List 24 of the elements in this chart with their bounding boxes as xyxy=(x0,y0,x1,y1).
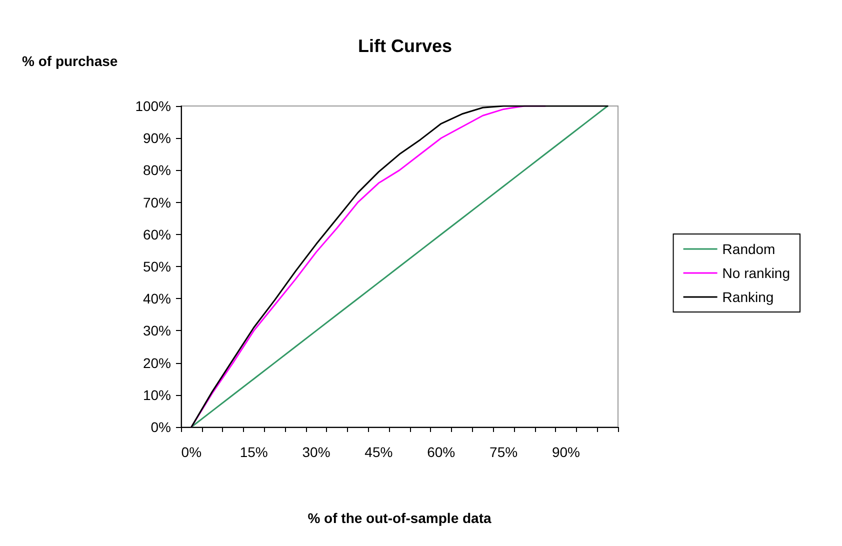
y-axis-title: % of purchase xyxy=(22,53,118,69)
y-tick-label: 20% xyxy=(142,354,171,371)
legend-label: No ranking xyxy=(722,265,790,281)
x-tick-label: 75% xyxy=(490,444,518,460)
y-tick-label: 60% xyxy=(142,226,171,242)
y-tick-label: 0% xyxy=(150,419,171,435)
x-tick-label: 0% xyxy=(181,444,202,460)
y-tick-label: 40% xyxy=(142,290,171,307)
y-tick-label: 100% xyxy=(135,98,171,114)
y-tick-label: 70% xyxy=(142,194,171,210)
legend-label: Random xyxy=(722,241,776,257)
x-tick-label: 15% xyxy=(240,444,268,460)
y-tick-label: 10% xyxy=(142,386,171,403)
y-tick-label: 80% xyxy=(142,162,171,178)
x-tick-label: 60% xyxy=(427,444,456,460)
y-tick-label: 30% xyxy=(142,322,171,339)
x-tick-label: 90% xyxy=(552,444,580,460)
y-tick-label: 90% xyxy=(142,130,171,146)
x-tick-label: 30% xyxy=(302,444,330,460)
legend-label: Ranking xyxy=(722,289,774,305)
chart-title: Lift Curves xyxy=(358,36,452,56)
x-tick-label: 45% xyxy=(364,444,393,460)
x-axis-title: % of the out-of-sample data xyxy=(308,510,492,526)
y-tick-label: 50% xyxy=(142,258,171,274)
